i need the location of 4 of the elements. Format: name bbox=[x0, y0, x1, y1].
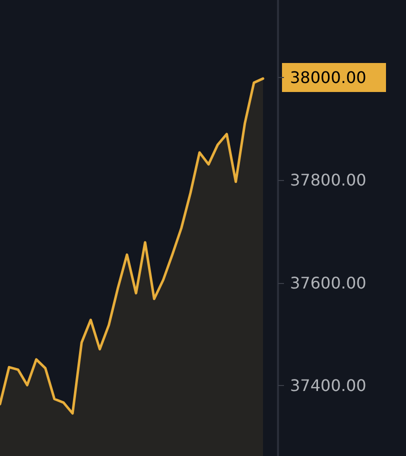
y-tick-label: 37400.00 bbox=[290, 376, 366, 396]
y-tick-label: 38000.00 bbox=[290, 68, 366, 88]
y-tick-label: 37800.00 bbox=[290, 170, 366, 190]
y-tick-label: 37600.00 bbox=[290, 273, 366, 292]
